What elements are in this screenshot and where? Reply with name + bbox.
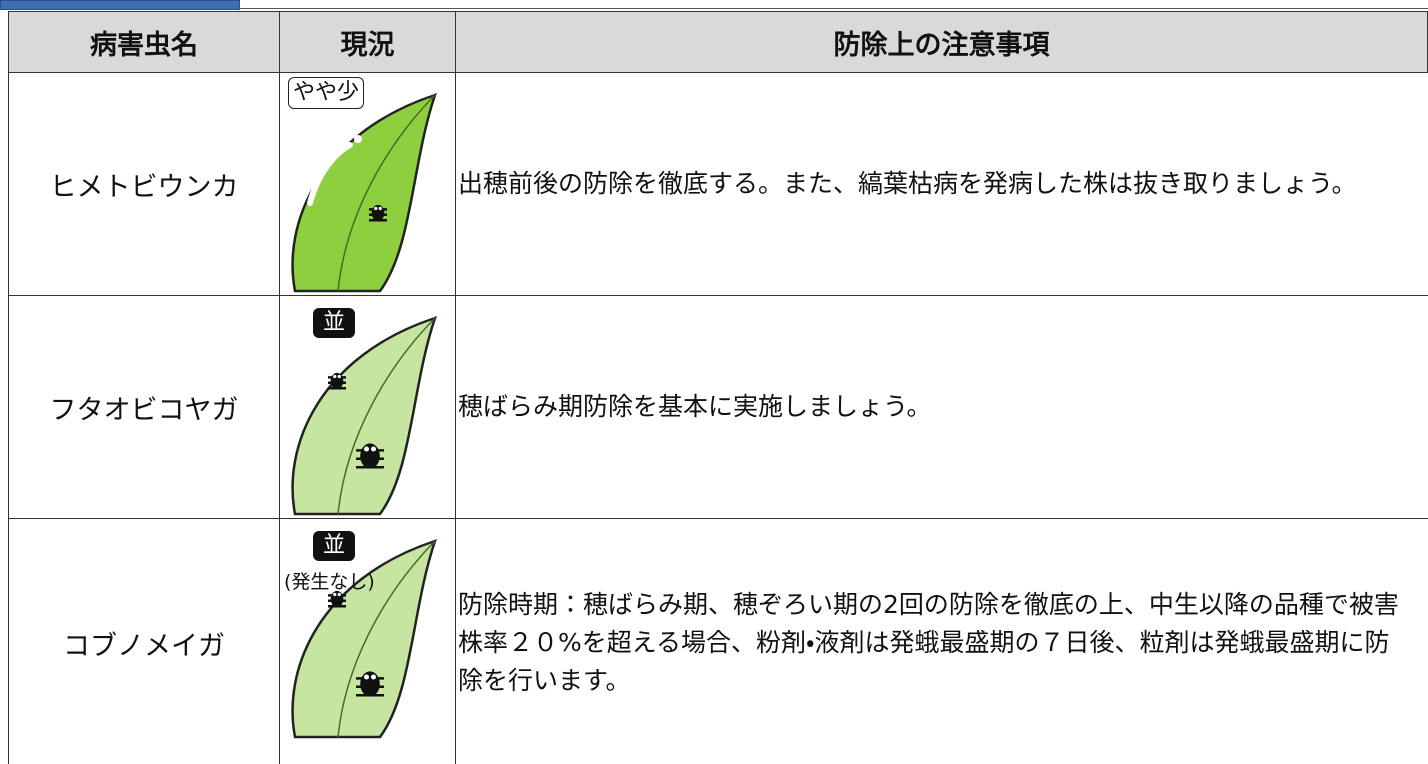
top-rule bbox=[240, 8, 1428, 9]
top-tab bbox=[0, 0, 240, 10]
control-note: 出穂前後の防除を徹底する。また、縞葉枯病を発病した株は抜き取りましょう。 bbox=[455, 72, 1428, 296]
status-cell: やや少 bbox=[279, 72, 456, 296]
pest-name: ヒメトビウンカ bbox=[8, 72, 280, 296]
header-name: 病害虫名 bbox=[8, 11, 280, 73]
status-badge: やや少 bbox=[288, 77, 365, 109]
leaf-illustration bbox=[291, 539, 437, 739]
status-badge: 並 bbox=[313, 531, 356, 561]
control-note: 穂ばらみ期防除を基本に実施しましょう。 bbox=[455, 295, 1428, 519]
status-remark: (発生なし) bbox=[284, 571, 375, 593]
status-cell: 並 (発生なし) bbox=[279, 518, 456, 764]
control-note: 防除時期：穂ばらみ期、穂ぞろい期の2回の防除を徹底の上、中生以降の品種で被害株率… bbox=[455, 518, 1428, 764]
pest-name: フタオビコヤガ bbox=[8, 295, 280, 519]
status-badge: 並 bbox=[313, 308, 356, 338]
leaf-illustration bbox=[291, 316, 437, 516]
status-cell: 並 bbox=[279, 295, 456, 519]
pest-name: コブノメイガ bbox=[8, 518, 280, 764]
header-status: 現況 bbox=[279, 11, 456, 73]
header-note: 防除上の注意事項 bbox=[455, 11, 1428, 73]
leaf-illustration bbox=[291, 93, 437, 293]
